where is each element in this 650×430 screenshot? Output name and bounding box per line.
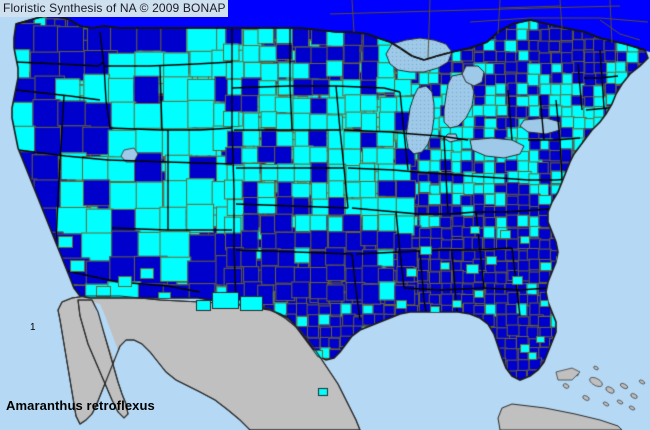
map-title-text: Floristic Synthesis of NA © 2009 BONAP xyxy=(3,1,226,15)
pacific-number-marker: 1 xyxy=(30,322,36,333)
map-title-plate: Floristic Synthesis of NA © 2009 BONAP xyxy=(0,0,228,17)
species-name-label: Amaranthus retroflexus xyxy=(6,398,155,413)
